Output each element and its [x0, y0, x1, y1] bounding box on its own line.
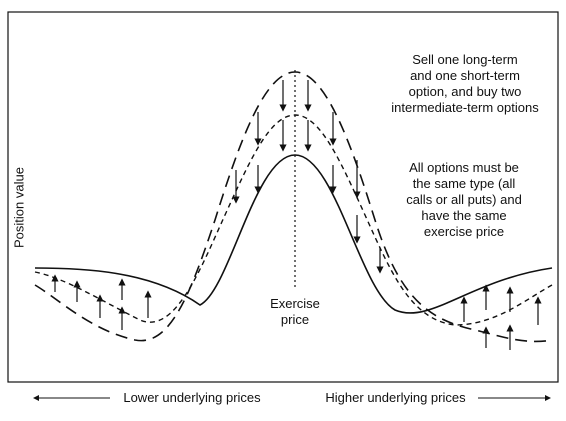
strategy-note: Sell one long-term and one short-term op… — [391, 52, 539, 115]
y-axis-label: Position value — [11, 167, 27, 248]
solid-curve — [34, 154, 553, 314]
plot-border — [7, 11, 559, 383]
lower-prices-label: Lower underlying prices — [123, 390, 261, 405]
left-up-arrows — [51, 274, 152, 330]
long-dash-curve — [34, 71, 553, 343]
short-dash-curve — [34, 114, 553, 326]
right-up-arrows — [460, 284, 542, 350]
requirement-note: All options must be the same type (all c… — [406, 160, 522, 239]
center-down-arrows — [232, 80, 384, 274]
higher-prices-label: Higher underlying prices — [325, 390, 466, 405]
exercise-price-label: Exercise price — [250, 296, 340, 328]
